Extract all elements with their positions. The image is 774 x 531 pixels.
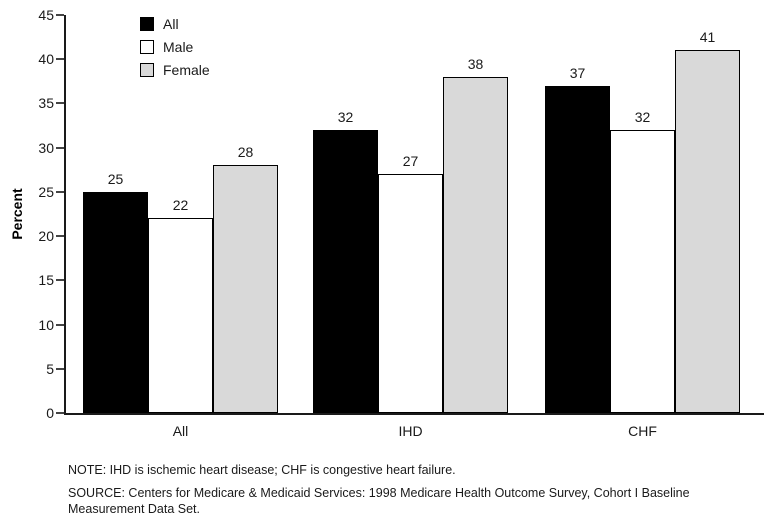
y-tick-mark — [56, 367, 64, 370]
y-tick-mark — [56, 323, 64, 326]
y-tick-label: 5 — [46, 360, 54, 377]
bar-male-chf — [610, 129, 675, 413]
legend: All Male Female — [140, 12, 210, 81]
legend-swatch-icon — [140, 39, 154, 54]
y-tick-label: 35 — [38, 95, 54, 112]
legend-item-all: All — [140, 12, 210, 35]
legend-label: All — [163, 15, 179, 32]
y-tick-label: 10 — [38, 316, 54, 333]
bar-value-label: 25 — [107, 170, 124, 187]
y-tick-label: 40 — [38, 51, 54, 68]
y-tick-mark — [56, 58, 64, 61]
bar-value-label: 27 — [402, 153, 419, 170]
bar-all-chf — [545, 85, 610, 413]
bar-value-label: 32 — [634, 108, 651, 125]
bar-value-label: 38 — [467, 55, 484, 72]
bar-male-ihd — [378, 174, 443, 413]
y-tick-label: 0 — [46, 405, 54, 421]
bar-value-label: 37 — [569, 64, 586, 81]
x-category-label-chf: CHF — [628, 423, 657, 439]
y-tick-label: 25 — [38, 183, 54, 200]
bar-value-label: 41 — [699, 29, 716, 46]
x-category-label-ihd: IHD — [398, 423, 423, 439]
x-axis-line — [64, 413, 764, 415]
y-tick-label: 20 — [38, 228, 54, 245]
legend-label: Male — [163, 38, 194, 55]
y-tick-label: 15 — [38, 272, 54, 289]
y-tick-mark — [56, 235, 64, 238]
bar-female-chf — [675, 50, 740, 413]
bar-male-all — [148, 218, 213, 413]
bar-all-all — [83, 191, 148, 413]
bar-all-ihd — [313, 129, 378, 413]
legend-item-male: Male — [140, 35, 210, 58]
bar-value-label: 28 — [237, 144, 254, 161]
legend-item-female: Female — [140, 58, 210, 81]
y-tick-mark — [56, 146, 64, 149]
y-tick-mark — [56, 102, 64, 105]
y-tick-mark — [56, 14, 64, 16]
y-tick-mark — [56, 279, 64, 282]
y-axis-line — [64, 15, 66, 413]
bar-female-all — [213, 165, 278, 413]
y-tick-label: 30 — [38, 139, 54, 156]
legend-swatch-icon — [140, 16, 154, 31]
y-tick-label: 45 — [38, 7, 54, 23]
note-text: NOTE: IHD is ischemic heart disease; CHF… — [68, 463, 456, 477]
y-tick-mark — [56, 412, 64, 414]
legend-swatch-icon — [140, 62, 154, 77]
bar-value-label: 32 — [337, 108, 354, 125]
x-category-label-all: All — [172, 423, 189, 439]
bar-value-label: 22 — [172, 197, 189, 214]
legend-label: Female — [163, 61, 210, 78]
y-tick-mark — [56, 190, 64, 193]
bar-female-ihd — [443, 76, 508, 413]
source-text: SOURCE: Centers for Medicare & Medicaid … — [68, 486, 690, 516]
